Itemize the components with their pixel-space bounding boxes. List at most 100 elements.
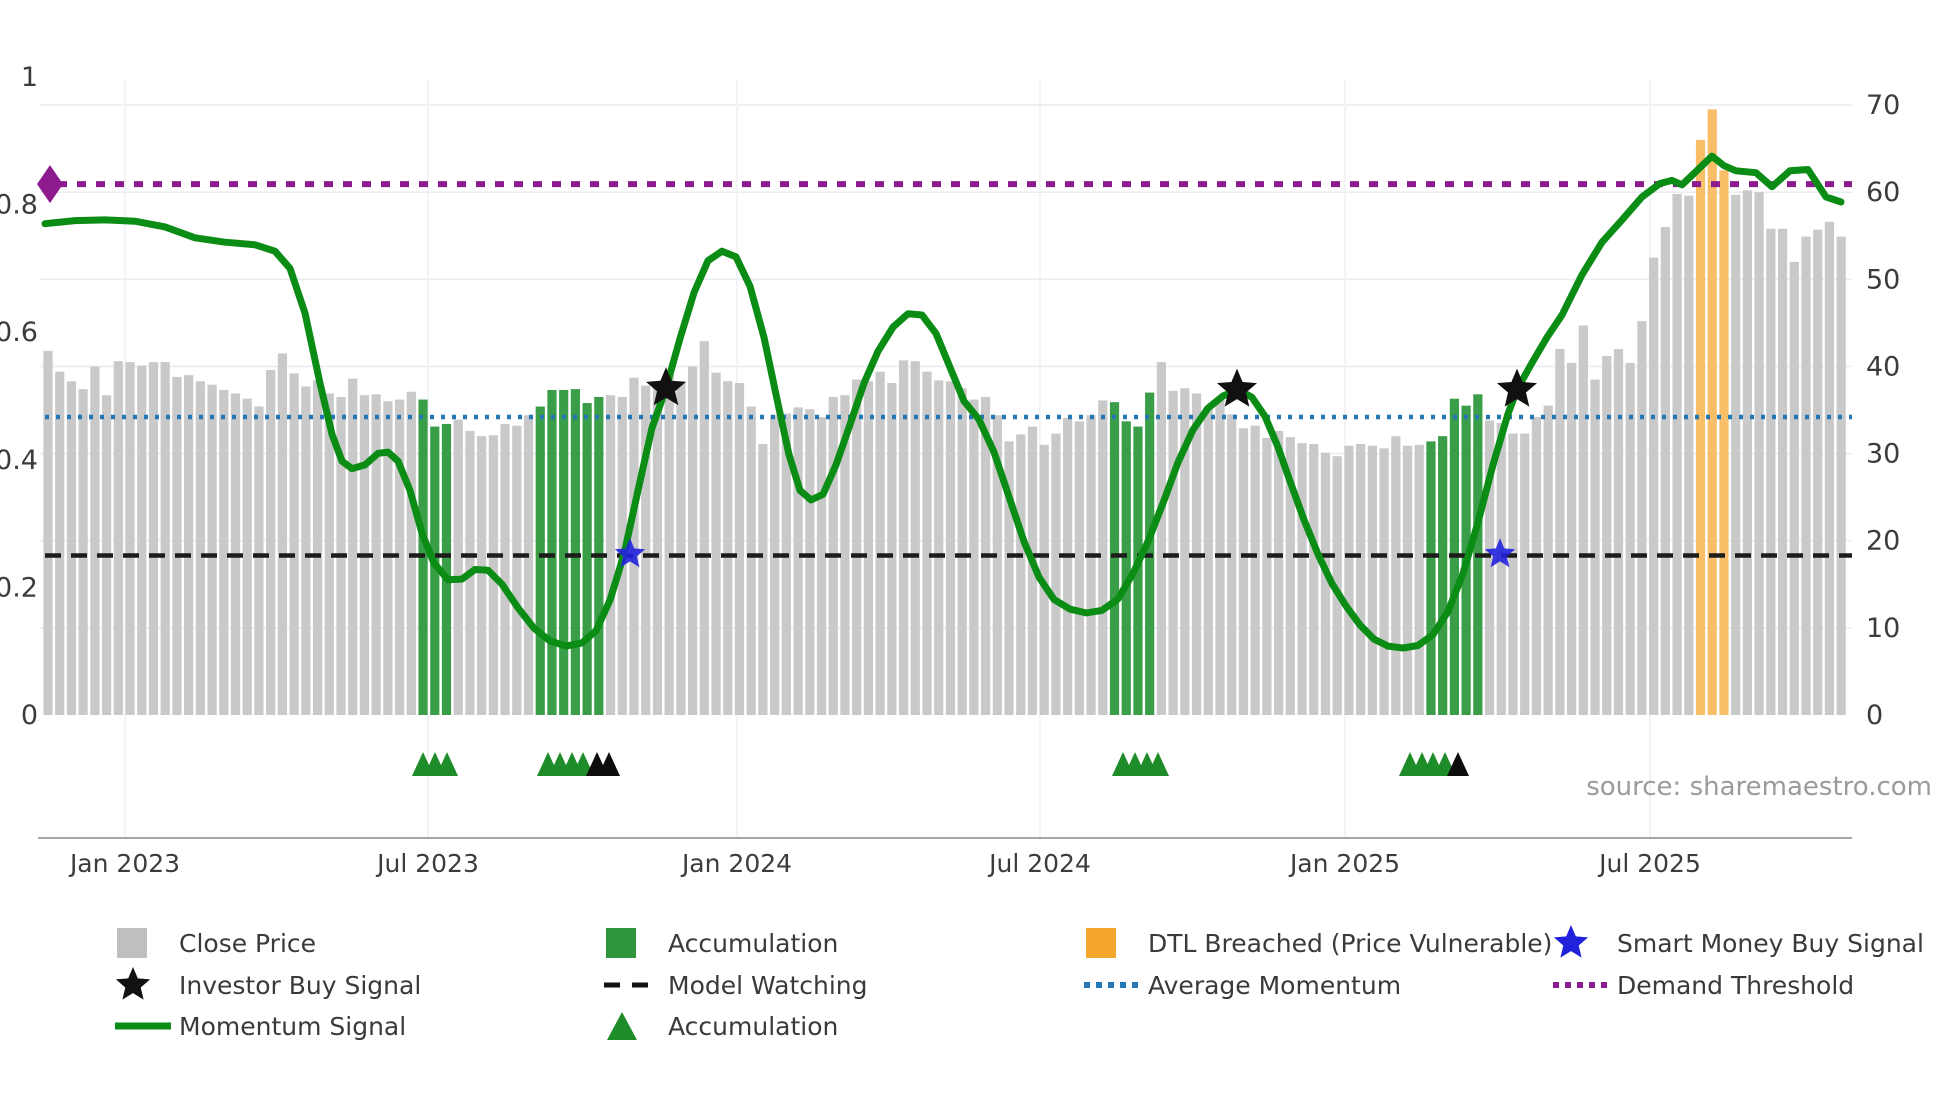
close-price-bar: [641, 385, 651, 715]
close-price-bar: [90, 366, 100, 715]
close-price-bar: [1754, 192, 1764, 715]
close-price-bar: [301, 386, 311, 715]
legend-label: Demand Threshold: [1617, 970, 1855, 1000]
demand-threshold-diamond-icon: [37, 165, 63, 204]
close-price-bar: [664, 374, 674, 715]
close-price-bar: [957, 388, 967, 715]
close-price-bar: [875, 371, 885, 715]
close-price-bar: [277, 353, 287, 715]
close-price-bar: [1051, 433, 1061, 715]
x-axis-tick-label: Jan 2024: [680, 849, 792, 878]
legend-swatch: [115, 967, 179, 1003]
close-price-bar: [1813, 229, 1823, 716]
close-price-bar: [1731, 194, 1741, 716]
close-price-bar: [125, 362, 135, 715]
close-price-bar: [500, 423, 510, 715]
left-axis-tick-label: 0.6: [0, 317, 38, 348]
close-price-bar: [629, 377, 639, 715]
right-axis-tick-label: 70: [1866, 90, 1900, 121]
close-price-bar: [922, 371, 932, 715]
legend-label: Close Price: [179, 928, 317, 958]
left-axis-tick-label: 0.2: [0, 572, 38, 603]
close-price-bar: [816, 416, 827, 715]
close-price-bar: [1238, 428, 1249, 715]
legend-swatch: [1553, 967, 1617, 1003]
close-price-bar: [1555, 349, 1565, 715]
close-price-bar: [945, 381, 956, 715]
close-price-bar: [242, 398, 252, 715]
legend-entry: Average Momentum: [1084, 964, 1401, 1006]
legend-label: Accumulation: [668, 1011, 839, 1041]
accumulation-bar: [582, 403, 592, 715]
legend-swatch: [604, 967, 668, 1003]
legend-entry: Investor Buy Signal: [115, 964, 421, 1006]
legend-entry: Accumulation: [604, 922, 838, 964]
close-price-bar: [898, 360, 909, 715]
legend-label: Accumulation: [668, 928, 839, 958]
legend-swatch-shape: [1086, 928, 1116, 958]
legend-entry: Model Watching: [604, 964, 868, 1006]
investor-buy-signal-star-icon: [646, 367, 686, 406]
close-price-bar: [1367, 445, 1377, 715]
smart-money-buy-signal-star-icon: [614, 538, 646, 568]
accumulation-triangle-icon: [572, 752, 594, 776]
x-axis-tick-label: Jul 2025: [1597, 849, 1701, 878]
accumulation-bar: [1109, 402, 1120, 715]
close-price-bar: [1320, 452, 1331, 715]
legend-star-swatch-icon: [1553, 925, 1589, 958]
close-price-bar: [1567, 362, 1577, 715]
accumulation-triangle-icon: [1147, 752, 1169, 776]
close-price-bar: [1297, 443, 1307, 715]
close-price-bar: [1414, 444, 1424, 715]
close-price-bar: [324, 393, 334, 715]
legend-label: Smart Money Buy Signal: [1617, 928, 1924, 958]
right-axis-tick-label: 50: [1866, 264, 1900, 295]
legend-label: Average Momentum: [1148, 970, 1402, 1000]
dtl-breached-bar: [1719, 170, 1729, 715]
close-price-bar: [1578, 325, 1588, 715]
watch-triangle-icon: [1447, 752, 1469, 776]
close-price-bar: [395, 399, 405, 715]
close-price-bar: [219, 389, 229, 715]
close-price-bar: [312, 380, 323, 715]
close-price-bar: [1836, 236, 1846, 716]
legend-swatch-shape: [607, 1012, 637, 1040]
close-price-bar: [1250, 425, 1260, 715]
source-attribution: source: sharemaestro.com: [1586, 772, 1932, 802]
close-price-bar: [1203, 406, 1213, 715]
legend-swatch: [1084, 967, 1148, 1003]
close-price-bar: [1004, 441, 1014, 715]
right-axis-tick-label: 20: [1866, 526, 1900, 557]
close-price-bar: [1484, 420, 1495, 715]
close-price-bar: [734, 382, 745, 715]
x-axis-tick-label: Jul 2023: [375, 849, 479, 878]
watch-triangle-icon: [598, 752, 620, 776]
close-price-bar: [1496, 423, 1506, 715]
close-price-bar: [1801, 236, 1811, 716]
close-price-bar: [1637, 321, 1647, 715]
x-axis-tick-label: Jan 2023: [68, 849, 180, 878]
close-price-bar: [266, 369, 276, 715]
close-price-bar: [1274, 430, 1284, 715]
close-price-bar: [863, 381, 873, 715]
close-price-bar: [1684, 195, 1694, 715]
close-price-bar: [289, 373, 299, 715]
x-axis-tick-label: Jan 2025: [1288, 849, 1400, 878]
close-price-bar: [723, 381, 733, 715]
right-axis-tick-label: 30: [1866, 439, 1900, 470]
close-price-bar: [781, 413, 791, 715]
close-price-bar: [934, 380, 944, 715]
close-price-bar: [523, 415, 534, 715]
right-axis-tick-label: 10: [1866, 613, 1900, 644]
close-price-bar: [113, 361, 123, 715]
close-price-bar: [852, 379, 862, 715]
accumulation-bar: [1438, 436, 1448, 715]
left-axis-tick-label: 1: [21, 62, 38, 93]
close-price-bar: [1356, 443, 1366, 715]
legend-entry: Close Price: [115, 922, 316, 964]
close-price-bar: [676, 381, 686, 715]
close-price-bar: [910, 361, 920, 715]
chart-legend: Close Price Investor Buy Signal Momentum S…: [0, 918, 1960, 1058]
legend-star-swatch-icon: [115, 967, 151, 1000]
